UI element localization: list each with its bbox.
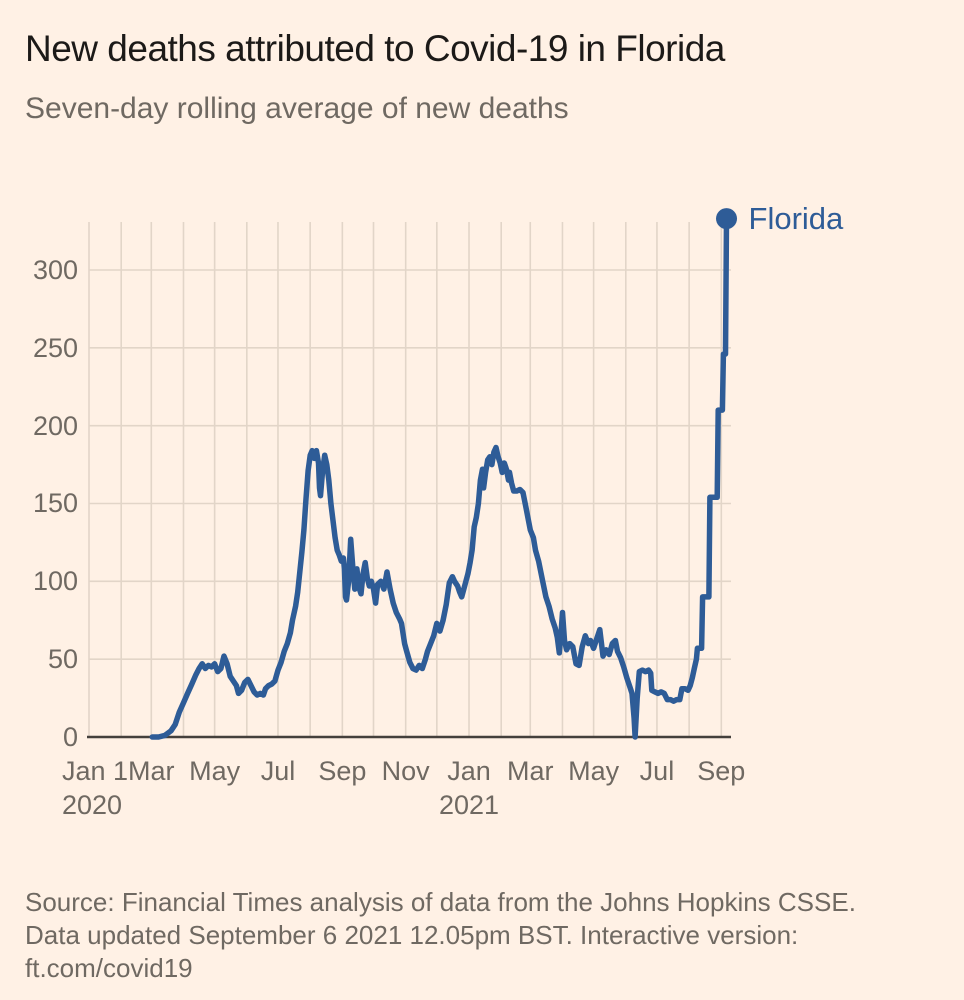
line-end-dot xyxy=(716,208,738,230)
x-tick-label: Nov xyxy=(381,756,430,786)
series-label-florida: Florida xyxy=(748,200,844,236)
y-tick-label: 200 xyxy=(32,410,78,441)
x-tick-label: Jul xyxy=(639,756,675,786)
page-subtitle: Seven-day rolling average of new deaths xyxy=(25,92,569,125)
x-tick-label: May xyxy=(568,756,620,786)
x-tick-label: Sep xyxy=(697,756,746,786)
interactive-link-text: ft.com/covid19 xyxy=(25,953,193,983)
x-tick-label: Jan xyxy=(447,756,491,786)
x-tick-label: May xyxy=(189,756,241,786)
vertical-gridlines xyxy=(88,222,723,737)
updated-note: Data updated September 6 2021 12.05pm BS… xyxy=(25,920,799,950)
x-tick-label: Jul xyxy=(260,756,296,786)
page-title: New deaths attributed to Covid-19 in Flo… xyxy=(25,28,725,69)
y-tick-label: 250 xyxy=(32,332,78,363)
x-tick-label: Mar xyxy=(128,756,175,786)
x-tick-label: Sep xyxy=(318,756,367,786)
y-tick-label: 150 xyxy=(32,488,78,519)
y-tick-label: 50 xyxy=(47,644,78,675)
y-tick-label: 100 xyxy=(32,566,78,597)
florida-line xyxy=(149,215,730,740)
source-note: Source: Financial Times analysis of data… xyxy=(25,887,856,917)
x-tick-year-label: 2020 xyxy=(62,790,123,820)
x-tick-label: Mar xyxy=(507,756,554,786)
y-tick-label: 0 xyxy=(62,722,78,752)
y-tick-label: 300 xyxy=(32,254,78,285)
horizontal-gridlines xyxy=(89,269,731,660)
x-tick-year-label: 2021 xyxy=(438,790,500,820)
x-tick-label: Jan 1 xyxy=(62,756,129,786)
